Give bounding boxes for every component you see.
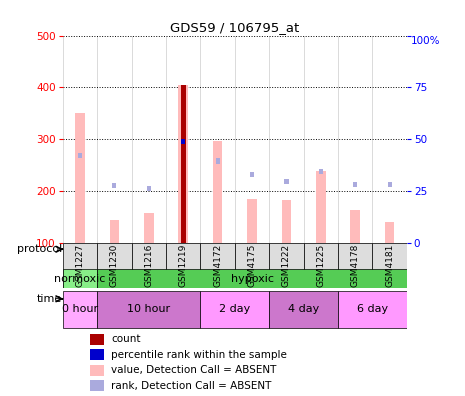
Bar [90,333,104,345]
Bar [63,269,97,288]
Text: GSM1225: GSM1225 [316,244,326,287]
Bar [179,85,188,243]
Text: 0 hour: 0 hour [62,304,98,314]
Bar [216,158,219,164]
Text: 100%: 100% [410,36,440,46]
Bar [269,243,304,288]
Bar [181,85,186,243]
Title: GDS59 / 106795_at: GDS59 / 106795_at [170,21,299,34]
Bar [200,243,235,288]
Bar [304,243,338,288]
Text: protocol: protocol [17,244,62,254]
Bar [372,243,407,288]
Bar [319,169,323,174]
Bar [78,153,82,158]
Text: 10 hour: 10 hour [127,304,170,314]
Bar [316,171,326,243]
Text: GSM1222: GSM1222 [282,244,291,287]
Text: GSM1219: GSM1219 [179,244,188,287]
Bar [90,365,104,376]
Bar [385,222,394,243]
Bar [90,349,104,360]
Text: 6 day: 6 day [357,304,388,314]
Bar [97,291,200,328]
Bar [113,183,116,188]
Bar [75,113,85,243]
Bar [282,200,291,243]
Bar [63,291,97,328]
Text: normoxic: normoxic [54,274,106,284]
Bar [90,380,104,391]
Text: 4 day: 4 day [288,304,319,314]
Text: GSM1230: GSM1230 [110,244,119,287]
Text: GSM4175: GSM4175 [247,244,257,287]
Bar [338,243,372,288]
Text: GSM1216: GSM1216 [144,244,153,287]
Text: value, Detection Call = ABSENT: value, Detection Call = ABSENT [111,365,276,375]
Text: GSM4181: GSM4181 [385,244,394,287]
Bar [353,182,357,187]
Text: GSM4178: GSM4178 [351,244,360,287]
Text: hypoxic: hypoxic [231,274,273,284]
Bar [63,243,97,288]
Bar [181,139,185,145]
Bar [351,210,360,243]
Bar [110,219,119,243]
Text: count: count [111,334,140,344]
Bar [213,141,222,243]
Bar [250,172,254,177]
Bar [338,291,407,328]
Bar [235,243,269,288]
Text: percentile rank within the sample: percentile rank within the sample [111,350,287,360]
Bar [132,243,166,288]
Bar [285,179,288,184]
Bar [147,186,151,191]
Text: 2 day: 2 day [219,304,251,314]
Bar [247,199,257,243]
Text: time: time [37,294,62,304]
Bar [166,243,200,288]
Bar [97,269,407,288]
Bar [144,213,153,243]
Bar [97,243,132,288]
Text: GSM1227: GSM1227 [75,244,85,287]
Bar [388,182,392,187]
Bar [181,139,185,145]
Text: rank, Detection Call = ABSENT: rank, Detection Call = ABSENT [111,381,271,391]
Bar [200,291,269,328]
Bar [269,291,338,328]
Text: GSM4172: GSM4172 [213,244,222,287]
